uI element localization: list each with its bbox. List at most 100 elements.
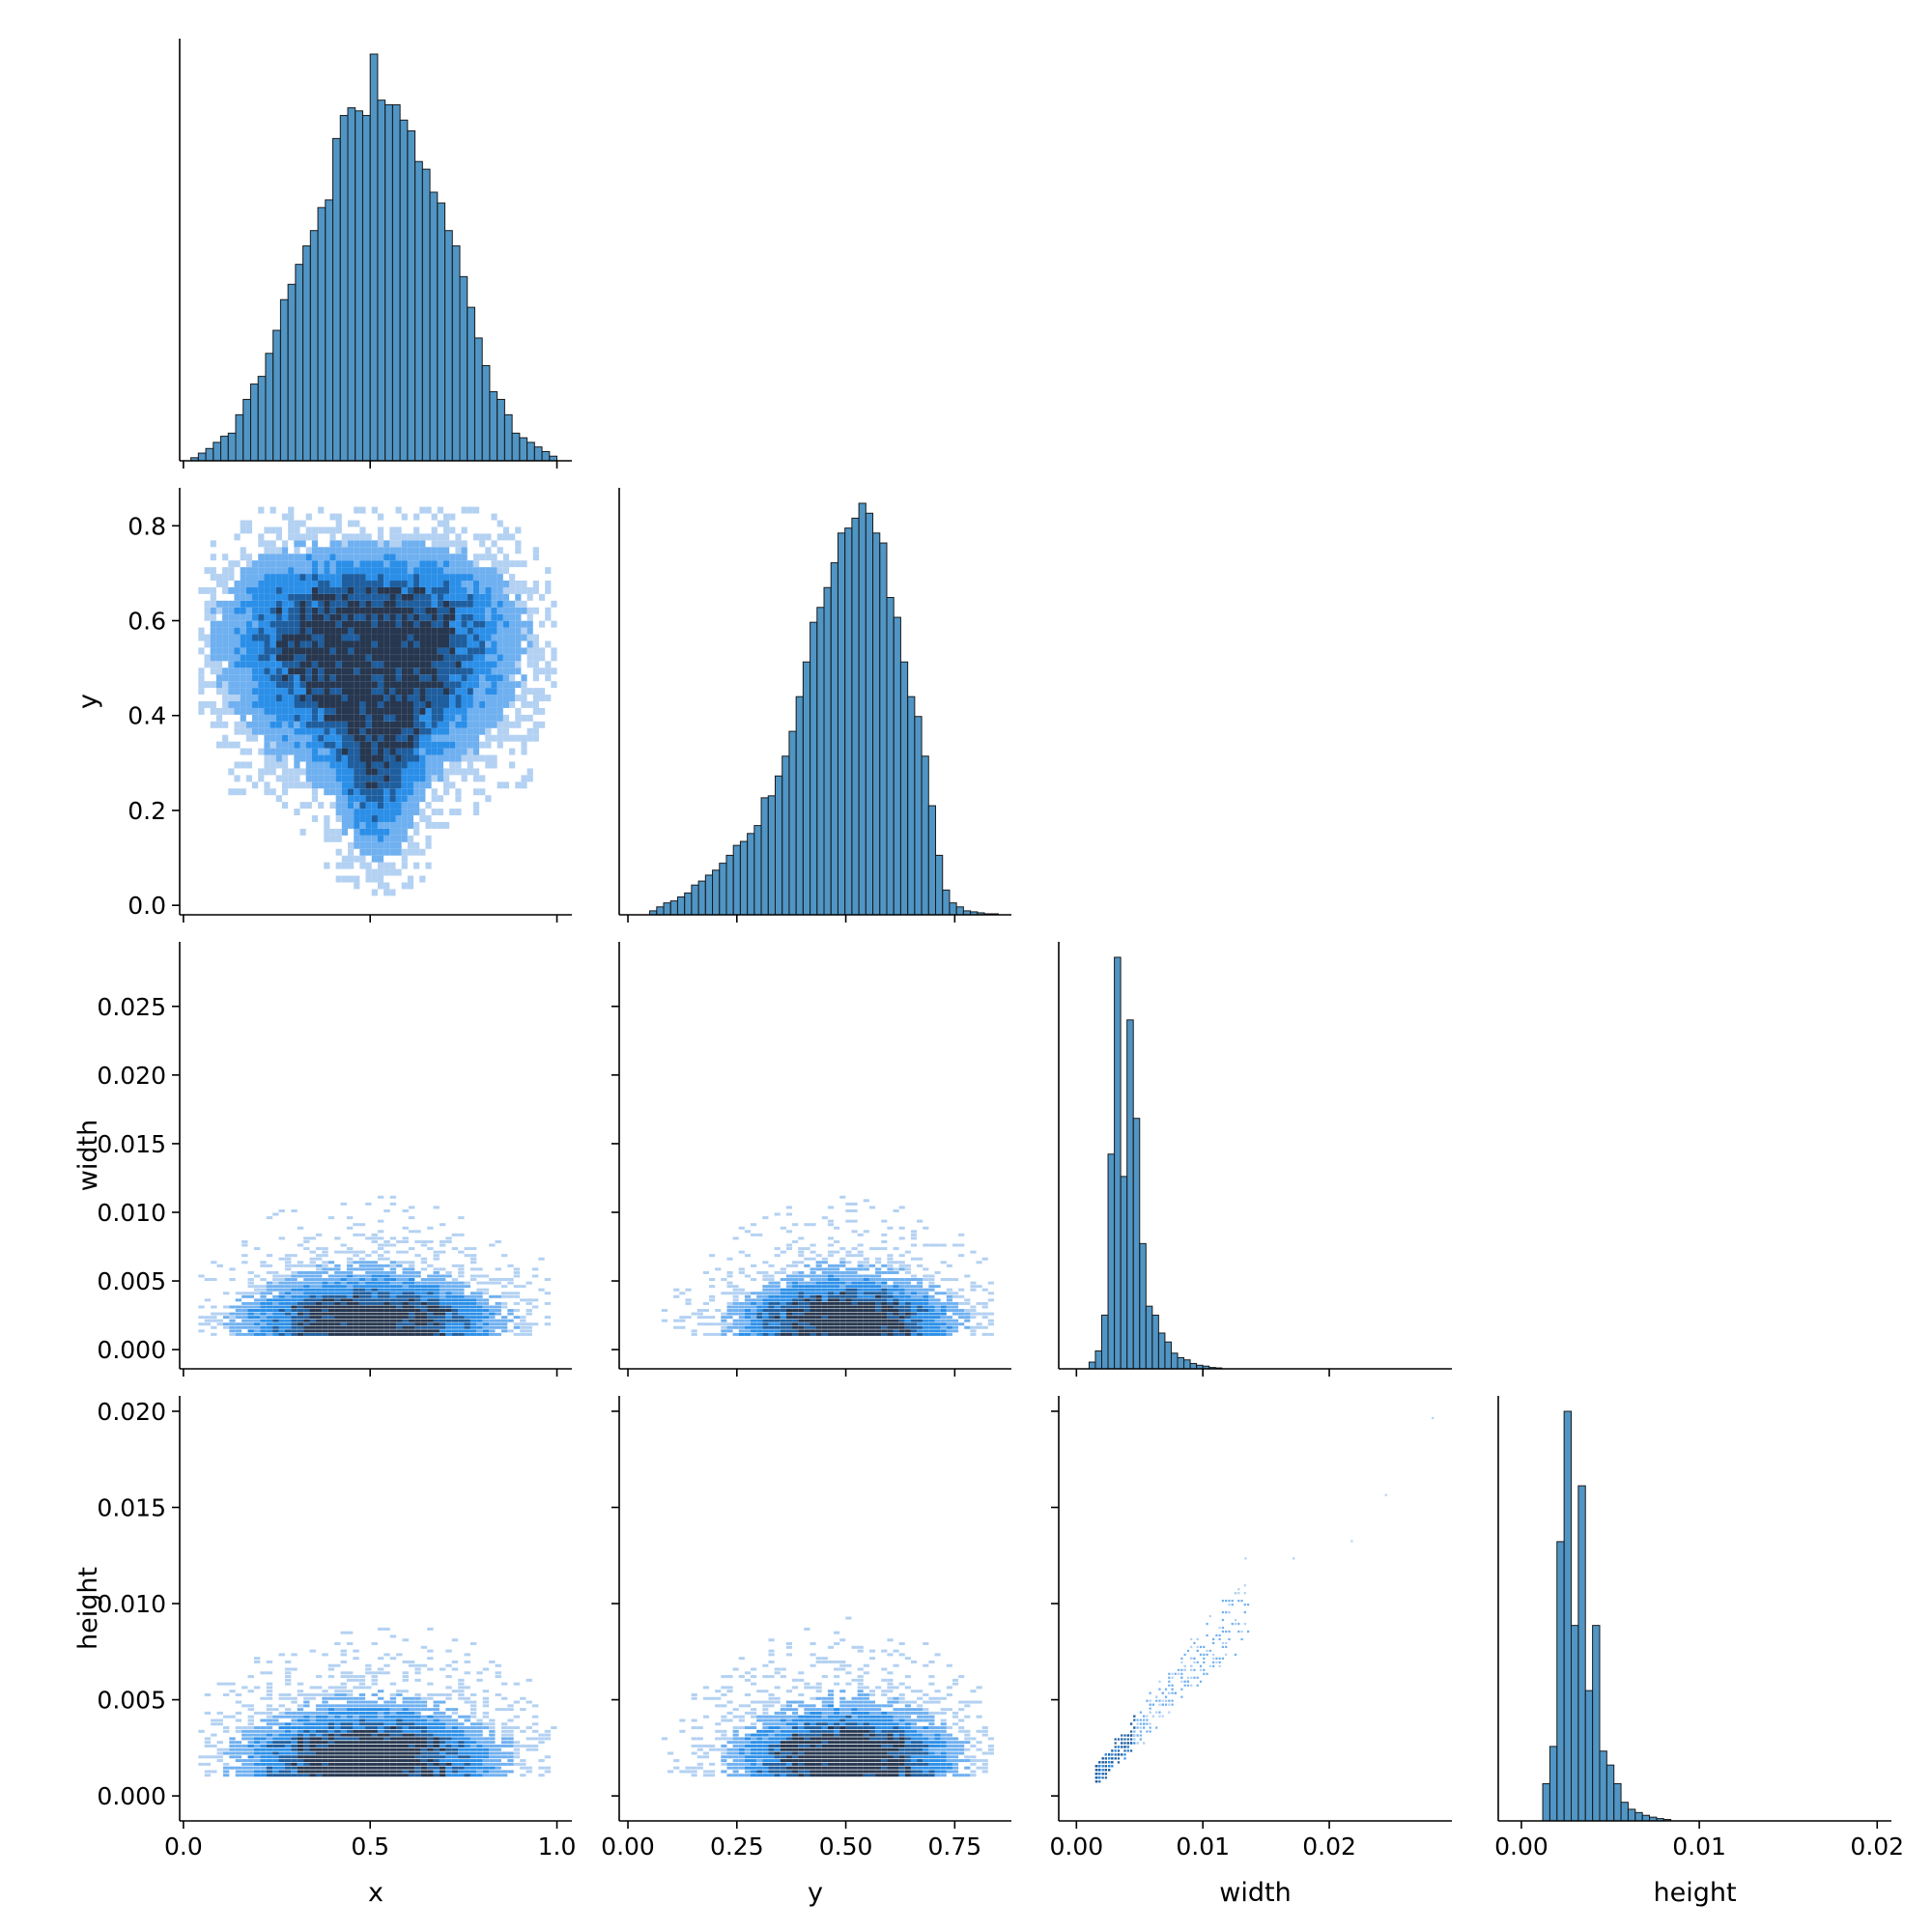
heatmap-cell — [247, 1294, 254, 1298]
heatmap-cell — [413, 593, 420, 601]
heatmap-cell — [774, 1270, 781, 1274]
heatmap-cell — [389, 721, 396, 728]
heatmap-cell — [946, 1301, 952, 1305]
heatmap-cell — [384, 1288, 390, 1292]
heatmap-cell — [389, 1281, 397, 1285]
heatmap-cell — [384, 620, 390, 628]
heatmap-cell — [222, 581, 229, 587]
heatmap-cell — [353, 1722, 359, 1726]
heatmap-cell — [235, 1744, 242, 1747]
heatmap-cell — [389, 1316, 397, 1320]
heatmap-cell — [340, 1719, 347, 1722]
heatmap-cell — [260, 1288, 267, 1292]
heatmap-cell — [288, 668, 295, 675]
heatmap-cell — [315, 1675, 323, 1679]
heatmap-cell — [377, 1281, 384, 1285]
heatmap-cell — [442, 727, 450, 735]
heatmap-cell — [407, 754, 414, 762]
heatmap-cell — [346, 1250, 354, 1254]
heatmap-cell — [551, 681, 557, 689]
heatmap-cell — [401, 828, 408, 836]
heatmap-cell — [275, 581, 282, 587]
heatmap-cell — [354, 821, 360, 829]
heatmap-cell — [427, 1744, 434, 1747]
heatmap-cell — [744, 1312, 752, 1316]
heatmap-cell — [341, 815, 348, 822]
heatmap-cell — [449, 620, 456, 628]
heatmap-cell — [467, 668, 473, 675]
heatmap-cell — [204, 1744, 212, 1747]
heatmap-cell — [485, 586, 492, 594]
heatmap-cell — [774, 1309, 781, 1313]
heatmap-cell — [234, 775, 241, 782]
heatmap-cell — [402, 1288, 409, 1292]
heatmap-cell — [785, 1294, 793, 1298]
heatmap-cell — [252, 734, 259, 742]
heatmap-cell — [327, 1774, 335, 1777]
heatmap-cell — [439, 1298, 446, 1302]
heatmap-cell — [240, 647, 246, 655]
heatmap-cell — [437, 613, 443, 621]
heatmap-cell — [340, 1319, 347, 1322]
heatmap-cell — [408, 1715, 415, 1719]
heatmap-cell — [275, 734, 282, 742]
heatmap-cell — [215, 688, 223, 696]
heatmap-cell — [384, 734, 390, 742]
heatmap-cell — [839, 1301, 846, 1305]
heatmap-cell — [359, 802, 366, 810]
heatmap-cell — [327, 1755, 335, 1759]
heatmap-cell — [502, 714, 510, 722]
heatmap-cell — [284, 1305, 292, 1309]
heatmap-cell — [272, 1751, 279, 1755]
heatmap-cell — [934, 1298, 941, 1302]
heatmap-cell — [318, 741, 325, 749]
heatmap-cell — [479, 695, 486, 701]
heatmap-cell — [365, 1708, 372, 1712]
heatmap-cell — [507, 1281, 514, 1285]
heatmap-cell — [318, 586, 325, 594]
heatmap-cell — [845, 1270, 852, 1274]
heatmap-cell — [500, 1325, 508, 1329]
heatmap-cell — [315, 1774, 323, 1777]
heatmap-cell — [407, 761, 414, 769]
heatmap-cell — [439, 1294, 446, 1298]
heatmap-cell — [502, 661, 510, 668]
heatmap-cell — [253, 1301, 261, 1305]
heatmap-cell — [538, 695, 546, 701]
heatmap-cell — [377, 727, 384, 735]
heatmap-cell — [309, 1264, 316, 1267]
heatmap-cell — [538, 688, 546, 696]
heatmap-cell — [359, 707, 366, 715]
heatmap-cell — [857, 1285, 864, 1289]
heatmap-cell — [408, 1247, 415, 1251]
heatmap-cell — [868, 1316, 876, 1320]
heatmap-cell — [303, 1329, 310, 1333]
heatmap-cell — [358, 1770, 366, 1774]
heatmap-cell — [346, 1675, 354, 1679]
heatmap-cell — [210, 701, 216, 708]
heatmap-cell — [247, 1301, 254, 1305]
heatmap-cell — [315, 1312, 323, 1316]
heatmap-cell — [278, 1726, 285, 1730]
heatmap-cell — [928, 1298, 935, 1302]
heatmap-cell — [887, 1312, 894, 1316]
heatmap-cell — [389, 1264, 397, 1267]
heatmap-cell — [245, 520, 253, 527]
heatmap-cell — [476, 1312, 483, 1316]
heatmap-cell — [358, 1696, 366, 1700]
heatmap-cell — [348, 775, 355, 782]
heatmap-cell — [958, 1301, 965, 1305]
heatmap-cell — [389, 1766, 397, 1770]
heatmap-cell — [402, 1305, 409, 1309]
heatmap-cell — [340, 1696, 347, 1700]
heatmap-cell — [958, 1254, 965, 1258]
heatmap-cell — [804, 1281, 810, 1285]
heatmap-cell — [732, 1285, 739, 1289]
heatmap-cell — [868, 1285, 876, 1289]
heatmap-cell — [377, 1770, 384, 1774]
heatmap-cell — [335, 727, 342, 735]
heatmap-cell — [857, 1329, 864, 1333]
heatmap-cell — [253, 1247, 261, 1251]
heatmap-cell — [839, 1319, 846, 1322]
heatmap-cell — [377, 547, 384, 554]
